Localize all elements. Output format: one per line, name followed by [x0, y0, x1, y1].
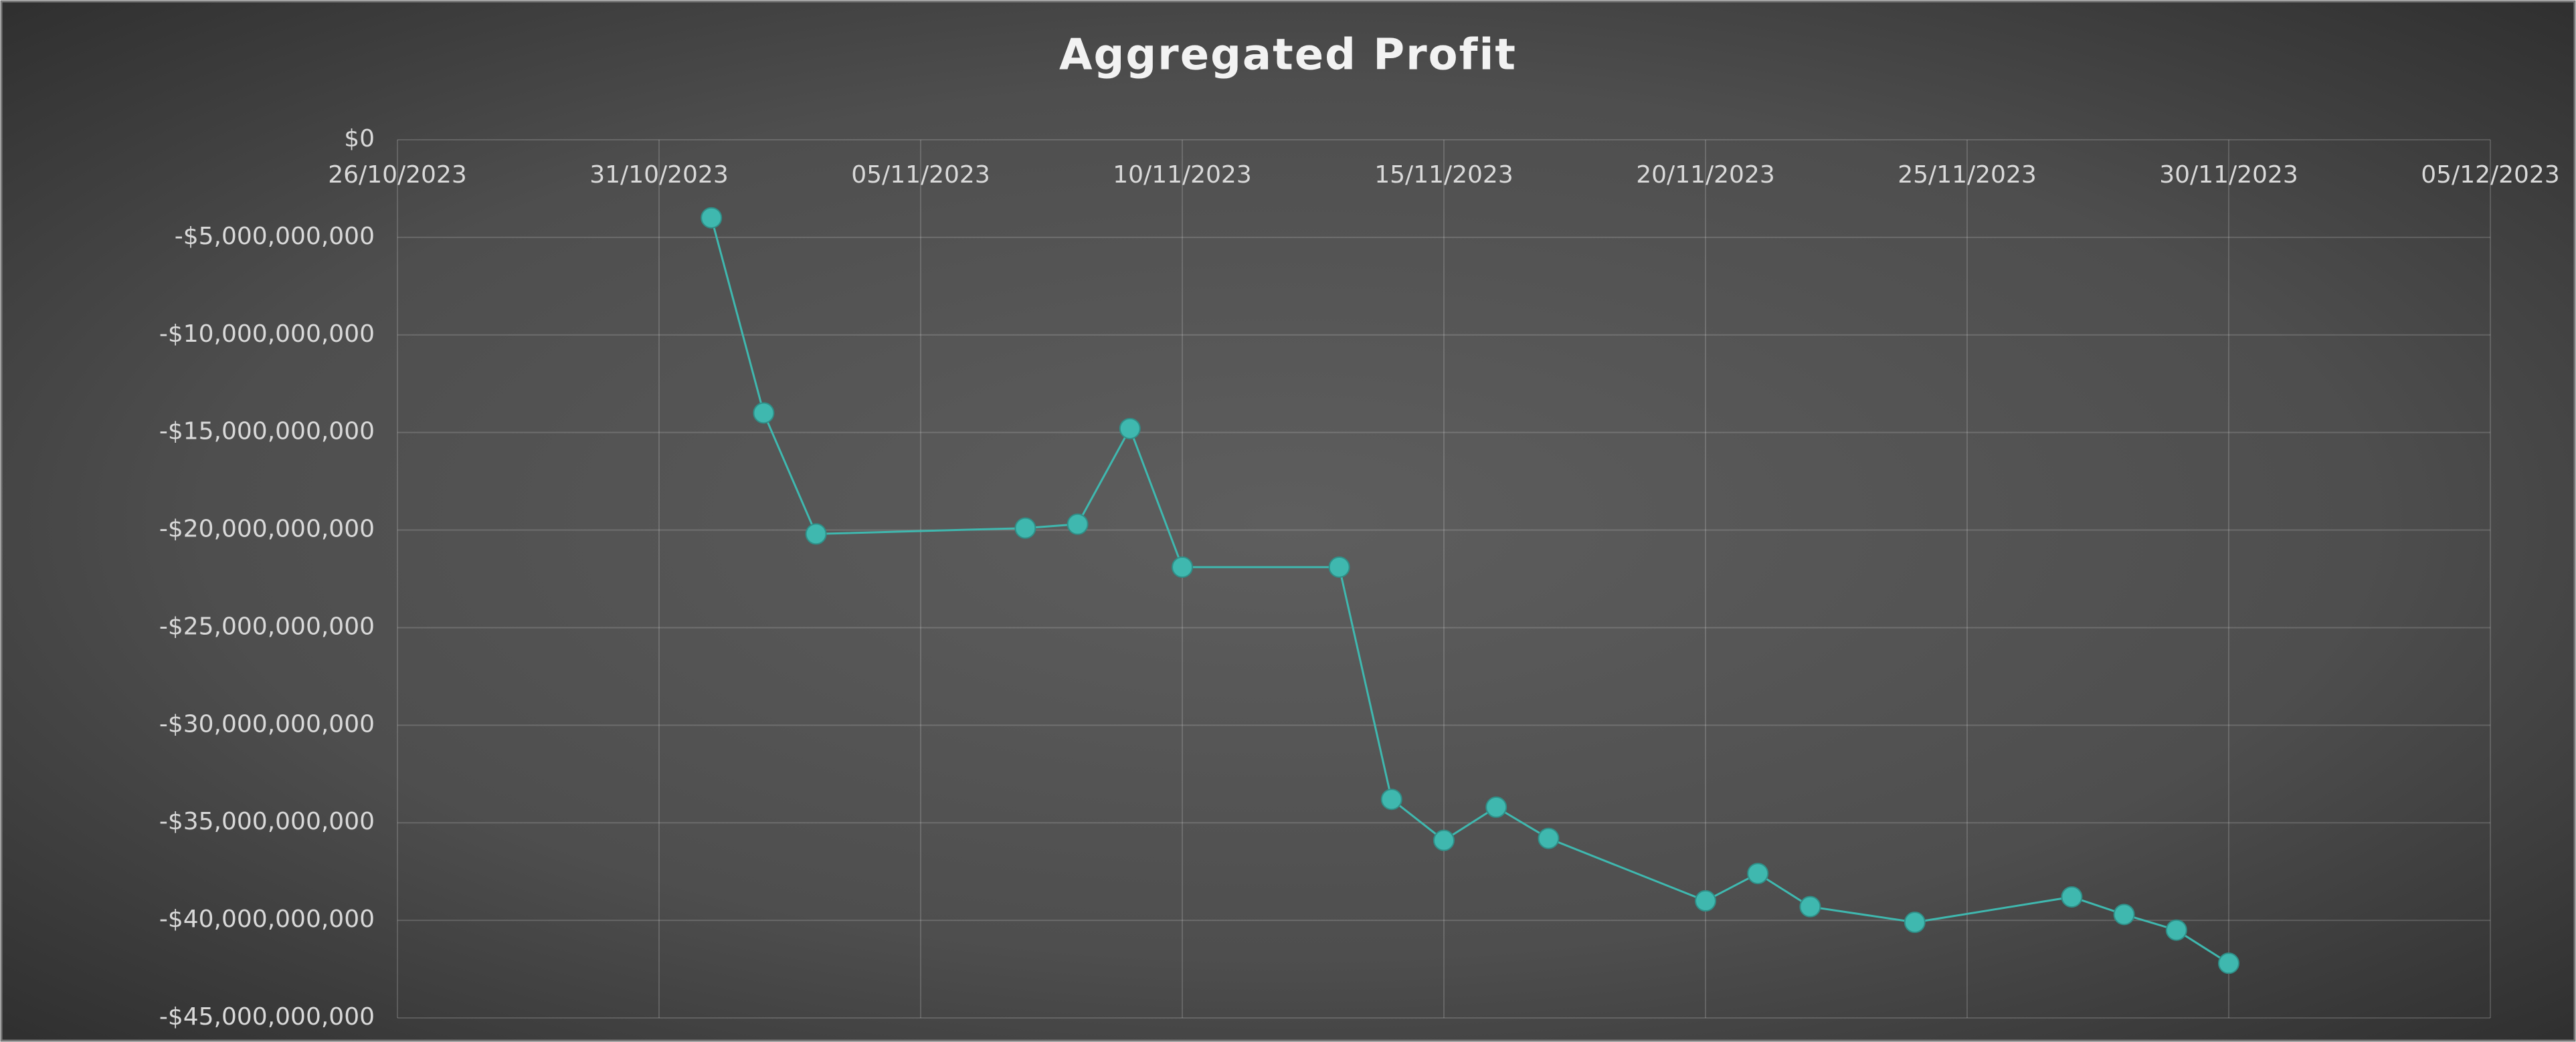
- x-tick-label: 10/11/2023: [1113, 161, 1252, 189]
- data-point: [1799, 896, 1821, 918]
- data-point: [1904, 912, 1926, 934]
- y-tick-label: -$10,000,000,000: [159, 320, 375, 348]
- data-point: [1119, 417, 1141, 439]
- y-tick-label: -$45,000,000,000: [159, 1003, 375, 1031]
- y-tick-label: -$25,000,000,000: [159, 613, 375, 640]
- y-tick-label: -$40,000,000,000: [159, 906, 375, 933]
- x-tick-label: 05/11/2023: [851, 161, 990, 189]
- data-point: [701, 207, 723, 229]
- chart-title: Aggregated Profit: [1059, 31, 1517, 80]
- data-point: [2218, 952, 2239, 974]
- y-tick-label: -$15,000,000,000: [159, 418, 375, 445]
- x-tick-label: 31/10/2023: [589, 161, 729, 189]
- x-tick-label: 26/10/2023: [328, 161, 467, 189]
- y-tick-label: -$5,000,000,000: [175, 223, 375, 250]
- y-tick-label: -$20,000,000,000: [159, 516, 375, 543]
- data-point: [1328, 556, 1350, 578]
- x-tick-label: 15/11/2023: [1374, 161, 1513, 189]
- data-point: [1067, 513, 1089, 535]
- x-tick-label: 25/11/2023: [1898, 161, 2037, 189]
- data-point: [753, 402, 775, 424]
- data-point: [2113, 904, 2135, 926]
- y-tick-label: -$30,000,000,000: [159, 710, 375, 738]
- x-tick-label: 30/11/2023: [2159, 161, 2298, 189]
- data-point: [1172, 556, 1193, 578]
- y-tick-label: -$35,000,000,000: [159, 808, 375, 835]
- data-point: [2165, 919, 2187, 941]
- data-point: [1747, 863, 1769, 885]
- y-tick-label: $0: [344, 125, 375, 152]
- x-tick-label: 05/12/2023: [2421, 161, 2560, 189]
- data-point: [1695, 890, 1716, 912]
- data-point: [1538, 827, 1560, 849]
- data-point: [1014, 517, 1036, 539]
- data-point: [1485, 796, 1507, 818]
- x-tick-label: 20/11/2023: [1636, 161, 1775, 189]
- data-point: [1433, 829, 1455, 851]
- data-point: [2061, 886, 2083, 908]
- data-point: [805, 523, 827, 545]
- data-point: [1380, 789, 1402, 811]
